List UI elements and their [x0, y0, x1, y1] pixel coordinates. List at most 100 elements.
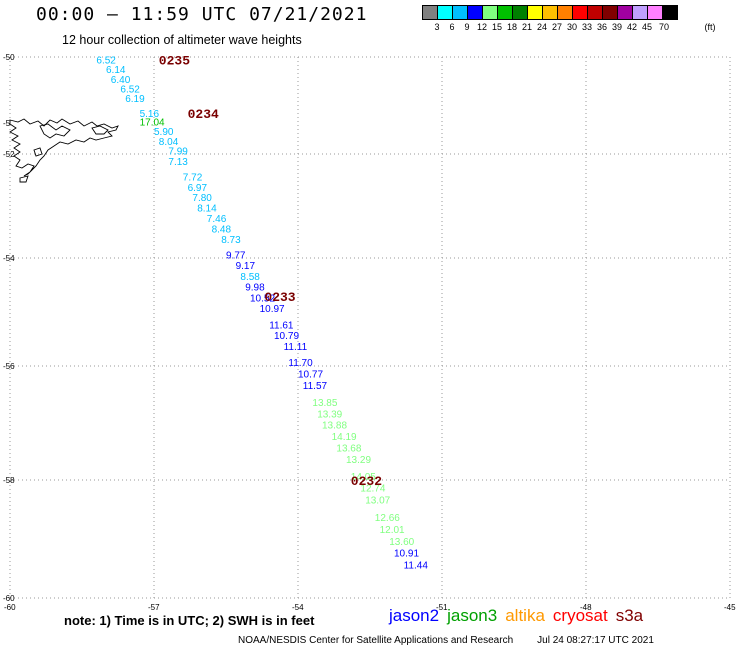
wave-height-value: 8.14 [197, 204, 217, 215]
wave-height-value: 9.98 [245, 283, 265, 294]
wave-height-labels: 6.526.146.406.526.195.1617.045.908.047.9… [96, 55, 428, 571]
wave-height-value: 7.13 [168, 157, 188, 168]
color-scale-label: 36 [596, 22, 608, 32]
wave-height-value: 9.17 [236, 261, 256, 272]
longitude-tick-label: -54 [292, 603, 304, 612]
wave-height-value: 6.40 [111, 75, 131, 86]
wave-height-value: 13.07 [365, 495, 390, 506]
wave-height-value: 11.61 [269, 320, 294, 331]
pass-time-label: 0235 [159, 53, 190, 68]
falkland-islands-coastline [9, 118, 119, 183]
footer-credit: NOAA/NESDIS Center for Satellite Applica… [238, 635, 514, 646]
wave-height-value: 10.52 [250, 293, 275, 304]
pass-time-labels: 0235 0234 0233 0232 [159, 53, 382, 489]
wave-height-value: 5.16 [140, 109, 160, 120]
color-scale-label: 18 [506, 22, 518, 32]
footer: NOAA/NESDIS Center for Satellite Applica… [238, 635, 654, 646]
wave-height-value: 10.97 [260, 304, 285, 315]
color-scale-label: 9 [464, 22, 470, 32]
legend-entry: cryosat [552, 606, 608, 625]
color-scale-label: 3 [434, 22, 440, 32]
wave-height-value: 6.52 [96, 55, 116, 66]
wave-height-value: 6.52 [120, 85, 140, 96]
color-scale-label: 30 [566, 22, 578, 32]
wave-height-value: 13.29 [346, 455, 371, 466]
wave-height-value: 12.66 [375, 513, 400, 524]
map-grid [9, 56, 731, 599]
color-scale-label: 70 [658, 22, 670, 32]
wave-height-value: 13.88 [322, 421, 347, 432]
wave-height-value: 7.99 [168, 147, 188, 158]
color-scale-label: 15 [491, 22, 503, 32]
pass-time-label: 0232 [351, 474, 382, 489]
wave-height-value: 10.77 [298, 369, 323, 380]
wave-height-value: 5.90 [154, 127, 174, 138]
wave-height-value: 8.58 [240, 272, 260, 283]
map-subtitle: 12 hour collection of altimeter wave hei… [62, 33, 302, 47]
wave-height-value: 11.44 [404, 560, 429, 571]
pass-time-label: 0234 [188, 107, 219, 122]
color-scale-unit: (ft) [704, 22, 716, 32]
wave-height-value: 13.85 [312, 398, 337, 409]
color-swatch [662, 5, 678, 20]
map-note: note: 1) Time is in UTC; 2) SWH is in fe… [64, 613, 315, 628]
footer-timestamp: Jul 24 08:27:17 UTC 2021 [537, 635, 654, 646]
latitude-tick-label: -60 [3, 594, 15, 603]
wave-height-value: 17.04 [140, 118, 165, 129]
longitude-tick-label: -60 [4, 603, 16, 612]
latitude-tick-label: -56 [3, 362, 15, 371]
wave-height-value: 6.97 [188, 183, 208, 194]
color-scale-label: 6 [449, 22, 455, 32]
latitude-tick-label: -58 [3, 476, 15, 485]
wave-height-value: 13.39 [317, 409, 342, 420]
color-scale-label: 24 [536, 22, 548, 32]
wave-height-value: 7.80 [192, 193, 212, 204]
color-scale-swatches [422, 5, 678, 20]
wave-height-value: 11.11 [284, 342, 308, 353]
map-title: 00:00 – 11:59 UTC 07/21/2021 [36, 4, 368, 25]
latitude-tick-label: -50 [3, 53, 15, 62]
wave-height-value: 11.57 [303, 381, 328, 392]
wave-height-value: 8.48 [212, 224, 232, 235]
color-scale [422, 5, 678, 20]
wave-height-value: 11.70 [288, 358, 313, 369]
legend-entry: altika [505, 606, 545, 625]
longitude-tick-label: -57 [148, 603, 160, 612]
axis-labels: -50 -52 -54 -56 -58 -60 -5 -60 -57 -54 -51 -48 -45 [3, 53, 736, 612]
wave-height-value: 12.74 [360, 484, 385, 495]
wave-height-value: 12.01 [380, 525, 405, 536]
color-scale-label: 45 [641, 22, 653, 32]
color-scale-label: 21 [521, 22, 533, 32]
color-scale-label: 33 [581, 22, 593, 32]
color-scale-label: 12 [476, 22, 488, 32]
legend-entry: jason2 [389, 606, 440, 625]
color-scale-label: 42 [626, 22, 638, 32]
wave-height-value: 8.04 [159, 137, 179, 148]
wave-height-value: 14.19 [332, 432, 357, 443]
wave-height-value: 7.72 [183, 172, 203, 183]
latitude-tick-label: -54 [3, 254, 15, 263]
wave-height-value: 9.77 [226, 250, 246, 261]
wave-height-value: 10.91 [394, 549, 419, 560]
wave-height-value: 6.19 [125, 94, 145, 105]
wave-height-value: 8.73 [221, 235, 241, 246]
legend-entry: jason3 [447, 606, 498, 625]
pass-time-label: 0233 [264, 290, 295, 305]
legend-entry: s3a [615, 606, 644, 625]
longitude-tick-label: -45 [724, 603, 736, 612]
satellite-legend: jason2 jason3 altika cryosat s3a [389, 606, 651, 626]
wave-height-value: 13.68 [336, 444, 361, 455]
longitude-tick-label: -48 [580, 603, 592, 612]
color-scale-label: 39 [611, 22, 623, 32]
color-scale-labels: 3 6 9 12 15 18 21 24 27 30 33 36 39 42 45 70 (ft) [422, 22, 740, 36]
latitude-tick-label: -52 [3, 150, 15, 159]
longitude-tick-label: -51 [436, 603, 448, 612]
color-scale-label: 27 [551, 22, 563, 32]
wave-height-value: 7.46 [207, 214, 227, 225]
latitude-tick-label: -5 [3, 119, 11, 128]
wave-height-value: 6.14 [106, 65, 126, 76]
wave-height-value: 14.05 [351, 472, 376, 483]
wave-height-value: 10.79 [274, 331, 299, 342]
wave-height-value: 13.60 [389, 537, 414, 548]
